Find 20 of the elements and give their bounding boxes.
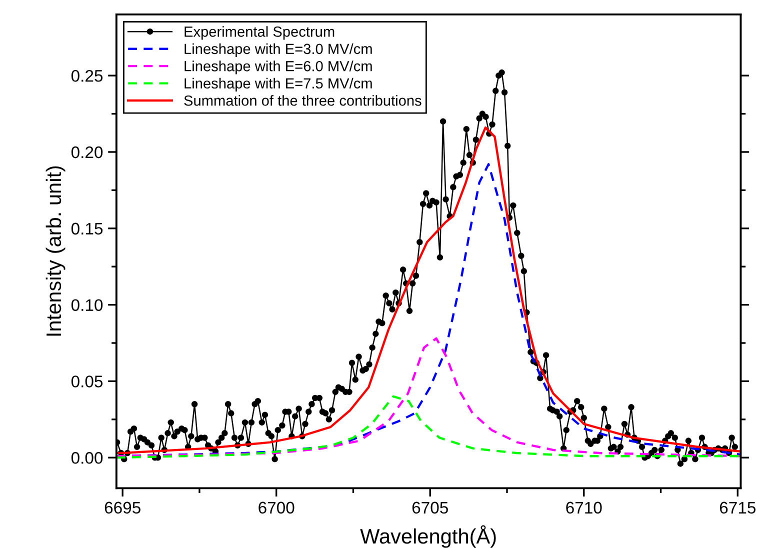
- x-tick-label: 6700: [258, 502, 294, 514]
- legend-label: Summation of the three contributions: [184, 95, 422, 106]
- x-axis-title: Wavelength(Å): [360, 525, 496, 548]
- legend-label: Lineshape with E=6.0 MV/cm: [184, 60, 372, 74]
- x-tick-label: 6705: [412, 502, 448, 514]
- y-tick-label: 0.20: [71, 146, 103, 158]
- y-axis-title: Intensity (arb. unit): [46, 166, 66, 336]
- x-tick-label: 6710: [566, 502, 602, 514]
- x-tick-label: 6695: [104, 502, 140, 514]
- line-series: [116, 395, 741, 459]
- y-tick-label: 0.05: [71, 376, 103, 388]
- legend-label: Experimental Spectrum: [184, 26, 334, 40]
- x-tick-label: 6715: [720, 502, 756, 514]
- line-series: [116, 337, 741, 458]
- y-tick-label: 0.10: [71, 299, 103, 311]
- legend-label: Lineshape with E=3.0 MV/cm: [184, 43, 372, 57]
- legend-label: Lineshape with E=7.5 MV/cm: [184, 78, 372, 92]
- y-tick-label: 0.00: [71, 452, 103, 464]
- y-tick-label: 0.25: [71, 70, 103, 82]
- y-tick-label: 0.15: [71, 222, 103, 235]
